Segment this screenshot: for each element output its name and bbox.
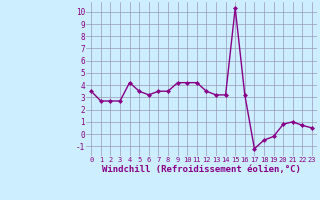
X-axis label: Windchill (Refroidissement éolien,°C): Windchill (Refroidissement éolien,°C) <box>102 165 301 174</box>
